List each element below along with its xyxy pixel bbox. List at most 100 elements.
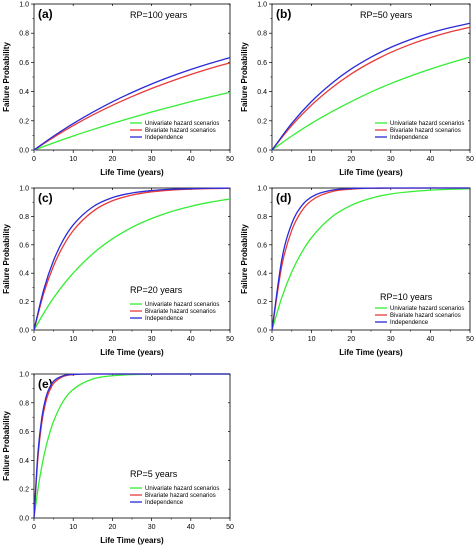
legend-label: Independence (390, 135, 429, 141)
x-tick-label: 0 (270, 336, 274, 343)
x-tick-label: 20 (347, 156, 355, 163)
y-axis-title: Failure Probability (2, 411, 11, 481)
legend-label: Independence (145, 500, 184, 506)
y-tick-label: 0.4 (19, 458, 29, 465)
x-tick-label: 0 (32, 524, 36, 531)
x-tick-label: 30 (387, 156, 395, 163)
series-line-independence (271, 187, 470, 331)
panel-label: (c) (38, 191, 53, 205)
x-axis-title: Life Time (years) (100, 168, 164, 177)
x-axis-title: Life Time (years) (339, 168, 403, 177)
y-tick-label: 0.4 (19, 89, 29, 96)
y-tick-label: 0.0 (19, 328, 29, 335)
return-period-label: RP=5 years (130, 469, 178, 479)
x-tick-label: 40 (187, 336, 195, 343)
y-tick-label: 0.6 (19, 242, 29, 249)
series-line-univariate (33, 198, 231, 331)
y-tick-label: 0.4 (257, 89, 267, 96)
return-period-label: RP=100 years (130, 10, 188, 20)
x-tick-label: 0 (32, 156, 36, 163)
series-line-univariate (33, 91, 231, 151)
series-line-univariate (271, 56, 471, 151)
x-tick-label: 40 (427, 156, 435, 163)
y-tick-label: 1.0 (257, 2, 267, 9)
chart-panel-5: 0 10 20 30 40 50 0.0 0.2 0.4 0.6 0.8 1.0 Life Time (… (2, 372, 234, 546)
y-tick-label: 1.0 (257, 186, 267, 193)
y-axis-title: Failure Probability (240, 224, 249, 294)
x-tick-label: 20 (109, 336, 117, 343)
return-period-label: RP=50 years (360, 10, 413, 20)
series-line-independence (33, 56, 231, 151)
x-tick-label: 30 (148, 156, 156, 163)
x-tick-label: 30 (148, 524, 156, 531)
y-tick-label: 0.2 (19, 299, 29, 306)
legend-label: Bivariate hazard scenarios (145, 128, 216, 134)
x-tick-label: 10 (69, 524, 77, 531)
y-tick-label: 0.0 (19, 516, 29, 523)
return-period-label: RP=10 years (380, 292, 433, 302)
x-axis-title: Life Time (years) (339, 348, 403, 357)
y-tick-label: 0.0 (257, 148, 267, 155)
x-tick-label: 40 (427, 336, 435, 343)
x-tick-label: 50 (466, 336, 474, 343)
y-axis-title: Failure Probability (2, 224, 11, 294)
x-tick-label: 0 (270, 156, 274, 163)
panel-label: (d) (276, 191, 291, 205)
chart-panel-2: 0 10 20 30 40 50 0.0 0.2 0.4 0.6 0.8 1.0 Life Time (… (240, 2, 474, 178)
y-tick-label: 1.0 (19, 372, 29, 379)
y-tick-label: 0.2 (19, 487, 29, 494)
y-tick-label: 0.0 (257, 328, 267, 335)
series-line-independence (271, 22, 471, 151)
y-tick-label: 0.2 (257, 118, 267, 125)
x-tick-label: 50 (226, 524, 234, 531)
y-tick-label: 0.8 (19, 31, 29, 38)
x-tick-label: 40 (187, 524, 195, 531)
series-line-univariate (271, 188, 471, 331)
return-period-label: RP=20 years (130, 285, 183, 295)
x-axis-title: Life Time (years) (100, 348, 164, 357)
legend-label: Univariate hazard scenarios (145, 302, 219, 308)
y-tick-label: 0.2 (257, 299, 267, 306)
y-tick-label: 0.4 (257, 271, 267, 278)
y-tick-label: 0.8 (19, 214, 29, 221)
y-tick-label: 0.4 (19, 271, 29, 278)
x-tick-label: 20 (109, 524, 117, 531)
y-tick-label: 0.6 (257, 60, 267, 67)
x-tick-label: 50 (466, 156, 474, 163)
y-tick-label: 0.8 (19, 400, 29, 407)
panel-label: (b) (276, 7, 291, 21)
y-tick-label: 0.8 (257, 214, 267, 221)
x-tick-label: 50 (226, 156, 234, 163)
series-line-independence (33, 373, 231, 519)
x-tick-label: 10 (308, 336, 316, 343)
y-tick-label: 1.0 (19, 2, 29, 9)
x-tick-label: 10 (69, 336, 77, 343)
legend-label: Bivariate hazard scenarios (390, 313, 461, 319)
y-tick-label: 0.6 (257, 242, 267, 249)
chart-panel-4: 0 10 20 30 40 50 0.0 0.2 0.4 0.6 0.8 1.0 Life Time (… (240, 186, 474, 358)
y-tick-label: 0.6 (19, 60, 29, 67)
x-tick-label: 50 (226, 336, 234, 343)
y-tick-label: 0.8 (257, 31, 267, 38)
x-tick-label: 10 (69, 156, 77, 163)
y-tick-label: 1.0 (19, 186, 29, 193)
x-tick-label: 40 (187, 156, 195, 163)
x-tick-label: 0 (32, 336, 36, 343)
legend-label: Independence (390, 320, 429, 326)
x-tick-label: 10 (308, 156, 316, 163)
legend-label: Univariate hazard scenarios (390, 306, 464, 312)
legend-label: Bivariate hazard scenarios (390, 128, 461, 134)
x-tick-label: 30 (148, 336, 156, 343)
y-axis-title: Failure Probability (240, 42, 249, 112)
x-tick-label: 30 (387, 336, 395, 343)
y-tick-label: 0.6 (19, 429, 29, 436)
chart-panel-3: 0 10 20 30 40 50 0.0 0.2 0.4 0.6 0.8 1.0 Life Time (… (2, 186, 234, 358)
legend-label: Univariate hazard scenarios (145, 486, 219, 492)
y-tick-label: 0.2 (19, 118, 29, 125)
x-tick-label: 20 (347, 336, 355, 343)
legend-label: Independence (145, 316, 184, 322)
y-axis-title: Failure Probability (2, 42, 11, 112)
legend-label: Univariate hazard scenarios (390, 121, 464, 127)
x-axis-title: Life Time (years) (100, 536, 164, 545)
